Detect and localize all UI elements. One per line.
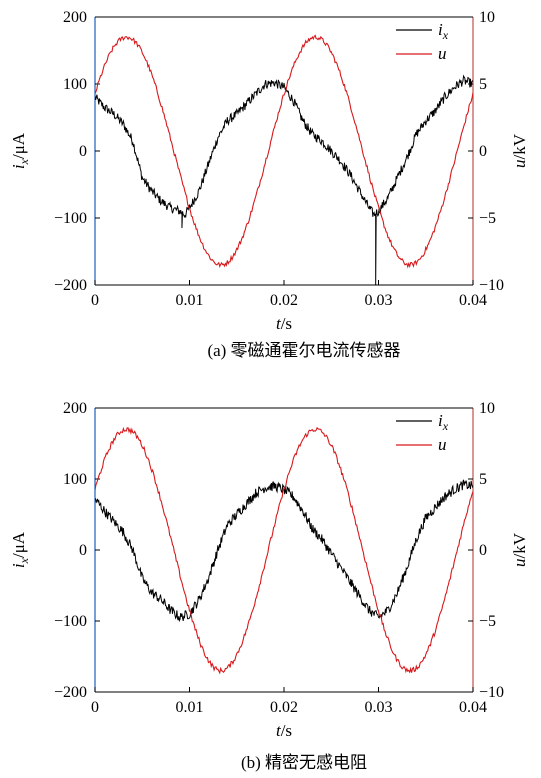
x-tick-label: 0.02 [270, 292, 298, 309]
chart-b: 0 0.01 0.02 0.03 0.04 200 100 0 −100 −200 10 5 0 −5 −1… [9, 400, 529, 772]
x-tick-label: 0.03 [365, 292, 393, 309]
y-left-tick-label: 0 [79, 143, 87, 160]
y-left-sub: x [17, 158, 31, 165]
legend-label-u: u [438, 44, 447, 63]
legend-sub: x [442, 419, 449, 433]
legend-name: u [438, 435, 447, 454]
legend-sub: x [442, 28, 449, 42]
x-tick-label: 0.04 [459, 699, 487, 716]
y-right-tick-label: −10 [479, 277, 504, 294]
x-axis-label: t/s [276, 721, 292, 740]
y-axis-right-label: u/kV [510, 532, 529, 567]
x-tick-label: 0.02 [270, 699, 298, 716]
legend-name: i [438, 20, 443, 39]
x-tick-label: 0.01 [176, 699, 204, 716]
legend-name: u [438, 44, 447, 63]
y-left-sub: x [17, 557, 31, 564]
y-left-tick-label: 100 [63, 76, 87, 93]
y-left-tick-label: 100 [63, 471, 87, 488]
y-right-tick-label: 10 [479, 9, 495, 26]
series-u-line [95, 426, 473, 675]
y-left-tick-label: −200 [54, 684, 87, 701]
legend-label-u: u [438, 435, 447, 454]
y-right-tick-label: −5 [479, 613, 496, 630]
y-axis-left-label: ix/μA [9, 132, 31, 169]
y-right-tick-label: 0 [479, 542, 487, 559]
chart-caption: (a) 零磁通霍尔电流传感器 [207, 341, 400, 360]
x-tick-label: 0 [91, 292, 99, 309]
y-axis-right-label: u/kV [510, 133, 529, 168]
y-left-unit: /μA [9, 531, 28, 558]
y-left-unit: /μA [9, 132, 28, 159]
legend-name: i [438, 411, 443, 430]
series-ix-line [95, 479, 473, 623]
y-axis-left-label: ix/μA [9, 531, 31, 568]
x-tick-label: 0.04 [459, 292, 487, 309]
y-left-tick-label: 200 [63, 400, 87, 417]
y-left-var: i [9, 563, 28, 568]
x-tick-label: 0.01 [176, 292, 204, 309]
x-axis-var: t [276, 721, 282, 740]
y-left-tick-label: −200 [54, 277, 87, 294]
x-axis-unit: /s [281, 314, 292, 333]
series-ix-line [95, 74, 473, 285]
y-left-tick-label: −100 [54, 613, 87, 630]
y-right-unit: /kV [510, 133, 529, 159]
y-right-tick-label: 0 [479, 143, 487, 160]
x-tick-label: 0 [91, 699, 99, 716]
y-right-unit: /kV [510, 532, 529, 558]
chart-a: 0 0.01 0.02 0.03 0.04 200 100 0 −100 −200 10 5 0 −5 −1… [9, 9, 529, 360]
y-left-tick-label: 200 [63, 9, 87, 26]
y-right-tick-label: −10 [479, 684, 504, 701]
y-right-var: u [510, 160, 529, 169]
y-right-tick-label: 5 [479, 76, 487, 93]
y-left-tick-label: 0 [79, 542, 87, 559]
legend-label-ix: ix [438, 20, 449, 42]
legend-label-ix: ix [438, 411, 449, 433]
x-axis-unit: /s [281, 721, 292, 740]
y-left-tick-label: −100 [54, 210, 87, 227]
y-right-tick-label: 10 [479, 400, 495, 417]
chart-caption: (b) 精密无感电阻 [241, 753, 367, 772]
series-u-line [95, 34, 473, 269]
x-axis-var: t [276, 314, 282, 333]
y-left-var: i [9, 164, 28, 169]
y-right-tick-label: 5 [479, 471, 487, 488]
y-right-var: u [510, 559, 529, 568]
x-tick-label: 0.03 [365, 699, 393, 716]
x-axis-label: t/s [276, 314, 292, 333]
y-right-tick-label: −5 [479, 210, 496, 227]
